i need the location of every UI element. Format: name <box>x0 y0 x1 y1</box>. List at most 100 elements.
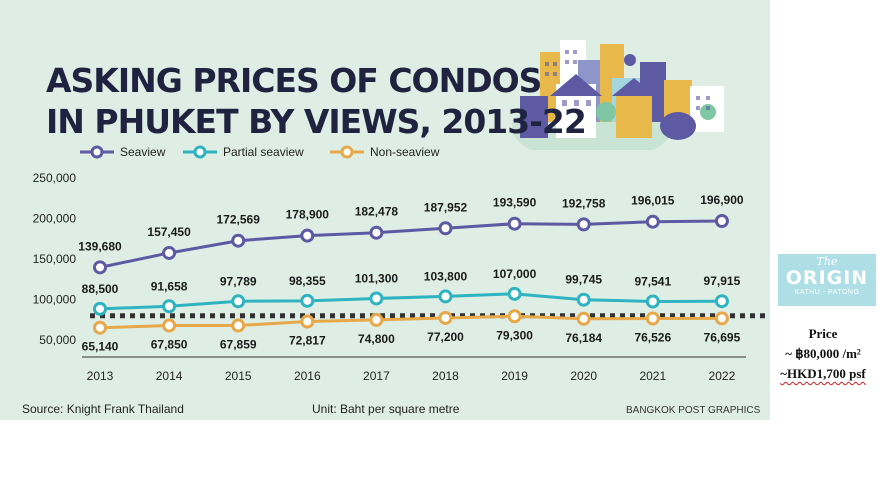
x-tick-label: 2018 <box>432 369 459 383</box>
x-tick-label: 2020 <box>570 369 597 383</box>
x-tick-label: 2014 <box>156 369 183 383</box>
data-point <box>438 289 453 304</box>
data-point <box>231 233 246 248</box>
logo-the-text: The <box>816 255 838 268</box>
data-point <box>369 225 384 240</box>
data-point <box>162 318 177 333</box>
legend-marker <box>90 145 104 159</box>
data-point <box>369 291 384 306</box>
data-point <box>231 294 246 309</box>
data-point <box>645 294 660 309</box>
data-label: 192,758 <box>562 196 606 210</box>
data-label: 139,680 <box>78 239 122 253</box>
city-buildings-illustration <box>512 40 724 150</box>
logo-sub-text: KATHU - PATONG <box>794 289 860 296</box>
data-label: 182,478 <box>355 205 399 219</box>
data-label: 65,140 <box>82 340 119 354</box>
series-line <box>99 314 722 330</box>
data-label: 101,300 <box>355 271 399 285</box>
x-tick-label: 2016 <box>294 369 321 383</box>
data-label: 76,184 <box>565 331 602 345</box>
price-hkd: ~HKD1,700 psf <box>780 366 866 381</box>
data-label: 88,500 <box>82 282 119 296</box>
data-label: 97,789 <box>220 274 257 288</box>
price-heading: Price <box>808 326 838 341</box>
data-label: 91,658 <box>151 279 188 293</box>
data-point <box>507 286 522 301</box>
data-point <box>300 228 315 243</box>
data-point <box>645 214 660 229</box>
series-line <box>99 219 722 269</box>
data-label: 76,526 <box>634 331 671 345</box>
data-label: 97,915 <box>704 274 741 288</box>
x-tick-label: 2015 <box>225 369 252 383</box>
price-note: Price ~ ฿80,000 /m² ~HKD1,700 psf <box>764 324 882 384</box>
data-label: 76,695 <box>704 330 741 344</box>
data-point <box>576 217 591 232</box>
data-point <box>507 309 522 324</box>
chart-title-line-2: IN PHUKET BY VIEWS, 2013-22 <box>46 102 587 141</box>
the-origin-logo: The ORIGIN KATHU - PATONG <box>778 254 876 306</box>
data-point <box>714 214 729 229</box>
graphics-credit: BANGKOK POST GRAPHICS <box>626 405 761 416</box>
data-label: 67,850 <box>151 338 188 352</box>
source-note: Source: Knight Frank Thailand <box>22 402 184 416</box>
legend-marker <box>340 145 354 159</box>
y-tick-label: 200,000 <box>33 212 77 226</box>
data-label: 67,859 <box>220 338 257 352</box>
data-label: 98,355 <box>289 274 326 288</box>
x-tick-label: 2022 <box>709 369 736 383</box>
data-point <box>645 311 660 326</box>
legend-marker <box>193 145 207 159</box>
data-label: 196,900 <box>700 193 744 207</box>
x-tick-label: 2013 <box>87 369 114 383</box>
data-label: 72,817 <box>289 334 326 348</box>
chart-title-line-1: ASKING PRICES OF CONDOS <box>46 61 542 100</box>
data-point <box>300 314 315 329</box>
data-label: 196,015 <box>631 194 675 208</box>
data-point <box>93 320 107 335</box>
data-label: 97,541 <box>634 274 671 288</box>
data-point <box>438 221 453 236</box>
data-label: 107,000 <box>493 267 537 281</box>
data-label: 187,952 <box>424 200 468 214</box>
data-point <box>162 299 177 314</box>
data-label: 103,800 <box>424 269 468 283</box>
data-point <box>438 310 453 325</box>
data-point <box>576 292 591 307</box>
data-point <box>93 260 107 275</box>
legend-label: Seaview <box>120 145 166 159</box>
legend-label: Non-seaview <box>370 145 440 159</box>
data-point <box>93 301 107 316</box>
x-tick-label: 2021 <box>639 369 666 383</box>
data-label: 74,800 <box>358 332 395 346</box>
data-label: 157,450 <box>147 225 191 239</box>
data-label: 178,900 <box>286 208 330 222</box>
data-point <box>162 245 177 260</box>
x-tick-label: 2017 <box>363 369 390 383</box>
chart-title: ASKING PRICES OF CONDOS IN PHUKET BY VIE… <box>46 60 587 142</box>
data-point <box>507 216 522 231</box>
y-tick-label: 50,000 <box>39 333 76 347</box>
data-label: 77,200 <box>427 330 464 344</box>
data-point <box>300 293 315 308</box>
data-label: 79,300 <box>496 328 533 342</box>
data-point <box>714 294 729 309</box>
logo-name-text: ORIGIN <box>785 267 869 289</box>
unit-note: Unit: Baht per square metre <box>312 402 460 416</box>
chart-panel: ASKING PRICES OF CONDOS IN PHUKET BY VIE… <box>0 0 770 420</box>
data-point <box>369 312 384 327</box>
x-tick-label: 2019 <box>501 369 528 383</box>
price-thb: ~ ฿80,000 /m² <box>785 346 861 361</box>
series-line <box>99 292 722 311</box>
data-point <box>231 318 246 333</box>
y-tick-label: 150,000 <box>33 252 77 266</box>
data-point <box>714 311 729 326</box>
data-point <box>576 311 591 326</box>
line-chart: 50,000 100,000 150,000 200,000 250,000 2013 20… <box>33 145 770 383</box>
y-tick-label: 100,000 <box>33 293 77 307</box>
legend-label: Partial seaview <box>223 145 304 159</box>
data-label: 172,569 <box>217 213 261 227</box>
y-tick-label: 250,000 <box>33 171 77 185</box>
data-label: 193,590 <box>493 196 537 210</box>
